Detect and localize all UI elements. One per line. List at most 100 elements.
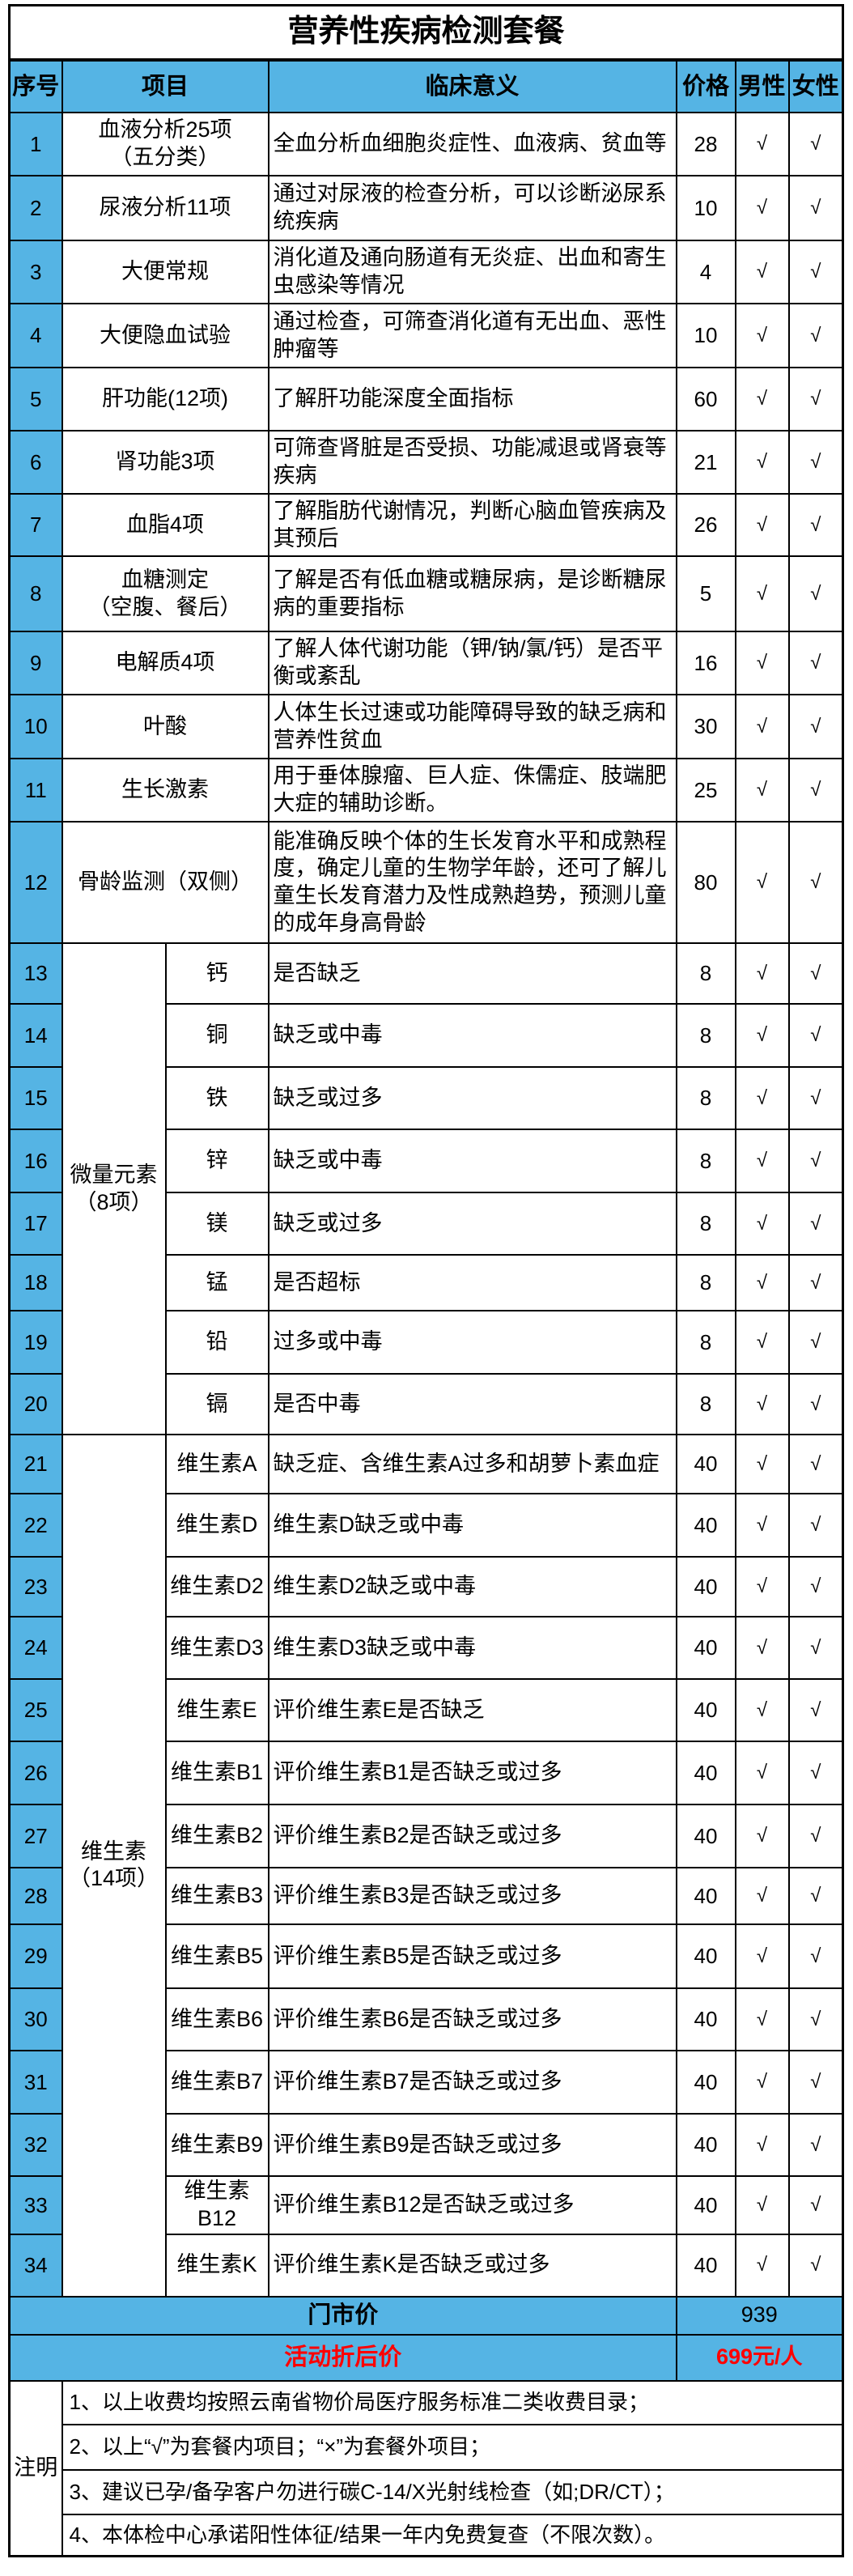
table-row: 18 锰是否超标 8 √ √: [8, 1254, 844, 1311]
col-header-male: 男性: [734, 59, 790, 113]
row-meaning: 了解脂肪代谢情况，判断心脑血管疾病及其预后: [267, 493, 677, 557]
row-price: 40: [675, 1434, 736, 1494]
row-no: 23: [8, 1556, 63, 1617]
row-item: 铁: [164, 1066, 269, 1130]
row-female-check: √: [787, 303, 844, 368]
row-price: 8: [675, 1310, 736, 1375]
row-no: 5: [8, 367, 63, 431]
row-item: 维生素B2: [164, 1804, 269, 1868]
row-no: 1: [8, 112, 63, 176]
row-no: 9: [8, 631, 63, 695]
col-header-female: 女性: [787, 59, 844, 113]
table-row: 1 血液分析25项 （五分类） 全血分析血细胞炎症性、血液病、贫血等 28 √ √: [8, 112, 844, 176]
row-female-check: √: [787, 1254, 844, 1311]
row-meaning: 消化道及通向肠道有无炎症、出血和寄生虫感染等情况: [267, 240, 677, 304]
row-female-check: √: [787, 1923, 844, 1989]
row-male-check: √: [734, 2175, 790, 2235]
row-no: 14: [8, 1003, 63, 1068]
row-female-check: √: [787, 1129, 844, 1193]
row-item: 血脂4项: [61, 493, 269, 557]
table-row: 27 维生素B2 评价维生素B2是否缺乏或过多 40 √ √: [8, 1804, 844, 1868]
table-row: 25 维生素E 评价维生素E是否缺乏 40 √ √: [8, 1678, 844, 1742]
row-male-check: √: [734, 821, 790, 944]
row-no: 29: [8, 1923, 63, 1989]
row-female-check: √: [787, 1066, 844, 1130]
row-meaning: 缺乏或中毒: [267, 1003, 677, 1068]
row-price: 40: [675, 1741, 736, 1805]
note-row: 4、本体检中心承诺阳性体征/结果一年内免费复查（不限次数）。: [10, 2513, 844, 2557]
page-title: 营养性疾病检测套餐: [8, 4, 844, 62]
row-price: 21: [675, 430, 736, 495]
row-price: 8: [675, 1066, 736, 1130]
row-male-check: √: [734, 493, 790, 557]
table-row: 13 微量元素 （8项）钙是否缺乏 8 √ √: [8, 942, 844, 1435]
row-price: 40: [675, 1678, 736, 1742]
row-meaning: 评价维生素B7是否缺乏或过多: [267, 2050, 677, 2115]
table-row: 24 维生素D3 维生素D3缺乏或中毒 40 √ √: [8, 1616, 844, 1680]
row-female-check: √: [787, 821, 844, 944]
row-item: 锌: [164, 1129, 269, 1193]
row-female-check: √: [787, 1373, 844, 1435]
row-meaning: 评价维生素E是否缺乏: [267, 1678, 677, 1742]
table-row: 30 维生素B6 评价维生素B6是否缺乏或过多 40 √ √: [8, 1987, 844, 2051]
col-header-meaning: 临床意义: [267, 59, 677, 113]
col-header-price: 价格: [675, 59, 736, 113]
table-row: 17 镁缺乏或过多 8 √ √: [8, 1192, 844, 1256]
table-row: 12 骨龄监测（双侧） 能准确反映个体的生长发育水平和成熟程度，确定儿童的生物学年龄…: [8, 821, 844, 944]
row-female-check: √: [787, 1493, 844, 1558]
row-no: 20: [8, 1373, 63, 1435]
row-item: 血糖测定 （空腹、餐后）: [61, 555, 269, 632]
row-female-check: √: [787, 942, 844, 1005]
table-row: 5 肝功能(12项) 了解肝功能深度全面指标 60 √ √: [8, 367, 844, 431]
row-no: 27: [8, 1804, 63, 1868]
row-price: 8: [675, 1192, 736, 1256]
row-male-check: √: [734, 1129, 790, 1193]
row-meaning: 维生素D2缺乏或中毒: [267, 1556, 677, 1617]
row-meaning: 评价维生素B5是否缺乏或过多: [267, 1923, 677, 1989]
row-price: 80: [675, 821, 736, 944]
row-female-check: √: [787, 175, 844, 241]
row-meaning: 是否超标: [267, 1254, 677, 1311]
table-row: 26 维生素B1 评价维生素B1是否缺乏或过多 40 √ √: [8, 1741, 844, 1805]
table-row: 7 血脂4项 了解脂肪代谢情况，判断心脑血管疾病及其预后 26 √ √: [8, 493, 844, 557]
row-female-check: √: [787, 430, 844, 495]
col-header-item: 项目: [61, 59, 269, 113]
row-male-check: √: [734, 112, 790, 176]
row-male-check: √: [734, 240, 790, 304]
row-price: 40: [675, 1493, 736, 1558]
row-female-check: √: [787, 1741, 844, 1805]
row-male-check: √: [734, 1373, 790, 1435]
row-price: 40: [675, 2113, 736, 2177]
row-item: 维生素A: [164, 1434, 269, 1494]
row-meaning: 评价维生素B2是否缺乏或过多: [267, 1804, 677, 1868]
retail-price-row: 门市价 939: [8, 2295, 844, 2336]
table-row: 22 维生素D 维生素D缺乏或中毒 40 √ √: [8, 1493, 844, 1558]
row-price: 40: [675, 1556, 736, 1617]
row-price: 40: [675, 1616, 736, 1680]
table-row: 21 维生素 （14项） 维生素A 缺乏症、含维生素A过多和胡萝卜素血症 40 √ √: [8, 1434, 844, 2298]
row-price: 8: [675, 1254, 736, 1311]
row-item: 叶酸: [61, 694, 269, 759]
row-meaning: 评价维生素K是否缺乏或过多: [267, 2233, 677, 2298]
row-female-check: √: [787, 1310, 844, 1375]
note-row: 2、以上“√”为套餐内项目；“×”为套餐外项目；: [10, 2423, 844, 2471]
row-item: 维生素B12: [164, 2175, 269, 2235]
row-no: 19: [8, 1310, 63, 1375]
row-item: 钙: [164, 942, 269, 1005]
row-price: 40: [675, 1804, 736, 1868]
row-no: 16: [8, 1129, 63, 1193]
row-meaning: 全血分析血细胞炎症性、血液病、贫血等: [267, 112, 677, 176]
row-no: 25: [8, 1678, 63, 1742]
row-no: 21: [8, 1434, 63, 1494]
row-female-check: √: [787, 2050, 844, 2115]
row-no: 6: [8, 430, 63, 495]
row-meaning: 评价维生素B3是否缺乏或过多: [267, 1867, 677, 1925]
row-price: 30: [675, 694, 736, 759]
row-item: 维生素D: [164, 1493, 269, 1558]
table-row: 15 铁缺乏或过多 8 √ √: [8, 1066, 844, 1130]
row-no: 8: [8, 555, 63, 632]
package-price-table: 营养性疾病检测套餐 序号 项目 临床意义 价格 男性 女性 1 血液分析25项 （…: [8, 4, 845, 2557]
row-item: 电解质4项: [61, 631, 269, 695]
row-male-check: √: [734, 1678, 790, 1742]
row-item: 铜: [164, 1003, 269, 1068]
